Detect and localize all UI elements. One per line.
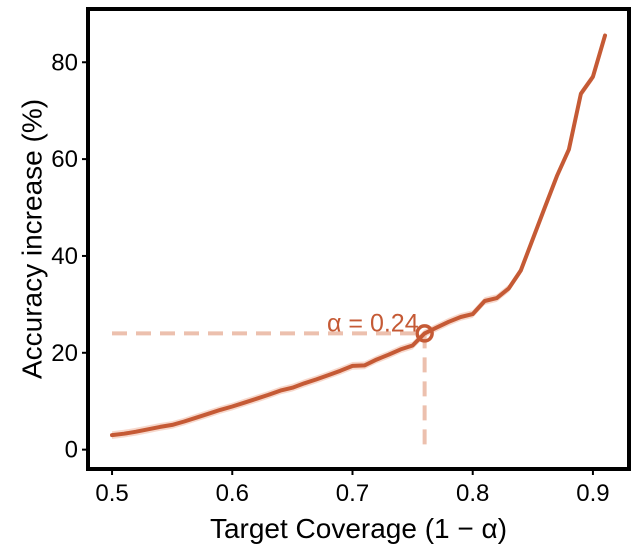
- y-tick-label: 40: [51, 243, 78, 270]
- x-tick-label: 0.9: [576, 480, 609, 507]
- x-axis-label: Target Coverage (1 − α): [210, 513, 507, 544]
- x-tick-label: 0.7: [336, 480, 369, 507]
- axis-ticks: 0.5 0.6 0.7 0.8 0.9 0 20 40 60 80: [51, 49, 609, 507]
- x-tick-label: 0.6: [216, 480, 249, 507]
- y-tick-label: 60: [51, 146, 78, 173]
- series-line: [110, 33, 607, 438]
- series-band: [112, 31, 605, 440]
- plot-area: α = 0.24: [86, 7, 631, 471]
- y-tick-label: 20: [51, 340, 78, 367]
- plot-frame: [86, 7, 631, 471]
- highlight-annotation: α = 0.24: [327, 309, 419, 337]
- y-axis-label: Accuracy increase (%): [17, 99, 48, 379]
- highlight-marker: [415, 324, 434, 343]
- y-tick-label: 80: [51, 49, 78, 76]
- y-tick-label: 0: [65, 437, 78, 464]
- x-tick-label: 0.8: [456, 480, 489, 507]
- x-tick-label: 0.5: [95, 480, 128, 507]
